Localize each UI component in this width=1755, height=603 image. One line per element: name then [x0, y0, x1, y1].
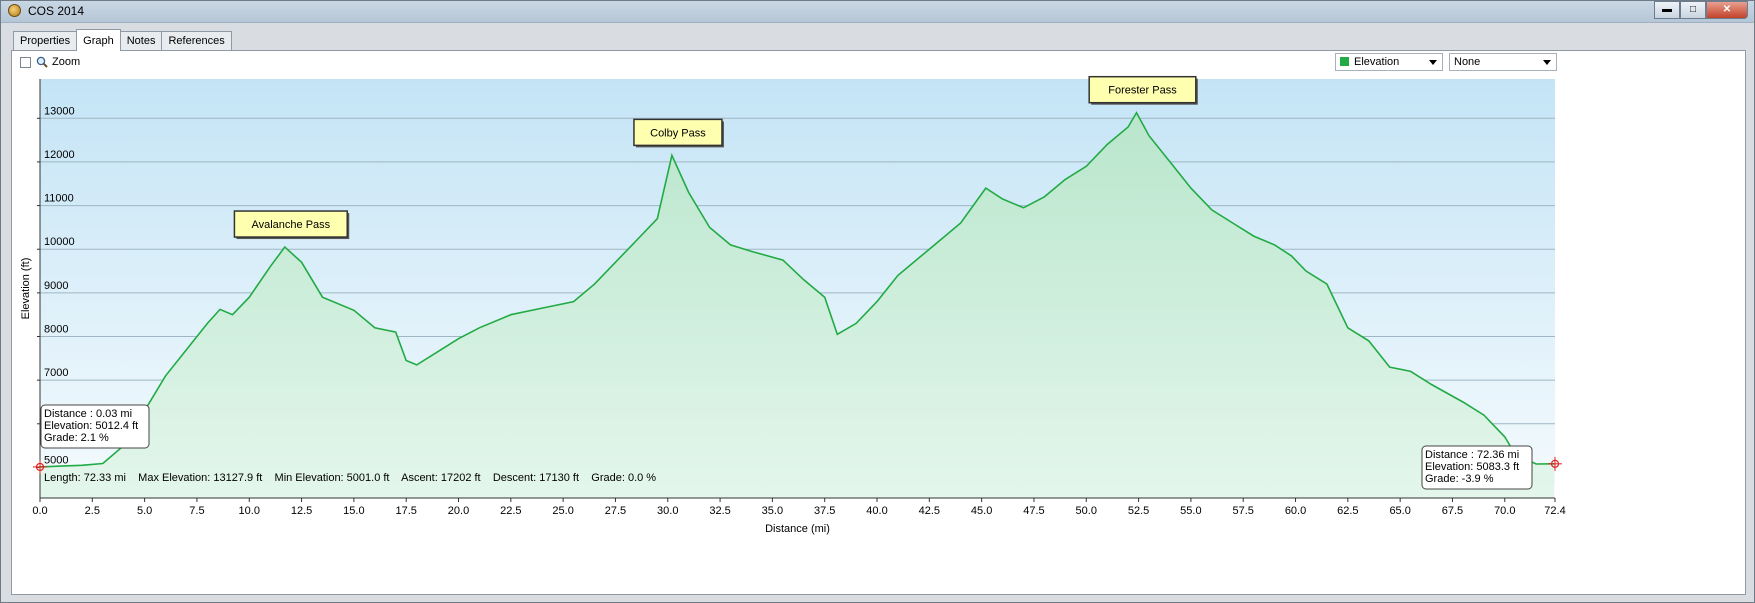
- x-tick-label: 57.5: [1233, 505, 1254, 517]
- y-tick-label: 10000: [44, 236, 75, 248]
- x-tick-label: 2.5: [85, 505, 100, 517]
- secondary-select-value: None: [1454, 56, 1481, 68]
- y-tick-label: 9000: [44, 280, 68, 292]
- zoom-checkbox[interactable]: [20, 56, 31, 68]
- cursor-readout-line: Distance : 0.03 mi: [44, 408, 132, 420]
- elevation-color-swatch: [1340, 57, 1349, 66]
- tab-properties[interactable]: Properties: [13, 31, 78, 51]
- cursor-readout-line: Grade: -3.9 %: [1425, 473, 1494, 485]
- zoom-control: Zoom: [20, 56, 80, 68]
- x-tick-label: 67.5: [1442, 505, 1463, 517]
- tab-graph[interactable]: Graph: [76, 29, 121, 51]
- x-tick-label: 12.5: [291, 505, 312, 517]
- maximize-button[interactable]: □: [1680, 1, 1706, 19]
- x-tick-label: 45.0: [971, 505, 992, 517]
- chevron-down-icon: [1429, 60, 1437, 65]
- tab-notes[interactable]: Notes: [119, 31, 163, 51]
- pass-callout: [1088, 75, 1197, 104]
- cursor-readout-line: Elevation: 5012.4 ft: [44, 420, 138, 432]
- x-tick-label: 65.0: [1389, 505, 1410, 517]
- pass-label: Colby Pass: [650, 127, 706, 139]
- x-tick-label: 62.5: [1337, 505, 1358, 517]
- series-select[interactable]: Elevation: [1335, 53, 1443, 71]
- secondary-series-select[interactable]: None: [1449, 53, 1557, 71]
- pass-label: Avalanche Pass: [251, 219, 330, 231]
- y-tick-label: 11000: [44, 193, 74, 205]
- y-tick-label: 8000: [44, 324, 68, 336]
- x-tick-label: 22.5: [500, 505, 521, 517]
- tab-references[interactable]: References: [161, 31, 232, 51]
- x-tick-label: 27.5: [605, 505, 626, 517]
- close-button[interactable]: ✕: [1706, 1, 1748, 19]
- cursor-readout-box: [40, 404, 150, 449]
- magnifier-icon: [36, 56, 48, 68]
- x-tick-label: 42.5: [919, 505, 940, 517]
- x-tick-label: 60.0: [1285, 505, 1306, 517]
- y-tick-label: 13000: [44, 105, 75, 117]
- x-tick-label: 32.5: [709, 505, 730, 517]
- pass-label: Forester Pass: [1108, 85, 1177, 97]
- window-title: COS 2014: [28, 4, 85, 18]
- series-select-value: Elevation: [1354, 56, 1400, 68]
- y-axis-label: Elevation (ft): [20, 258, 32, 320]
- graph-panel: Zoom Elevation None: [11, 50, 1746, 595]
- y-tick-label: 7000: [44, 367, 68, 379]
- x-tick-label: 52.5: [1128, 505, 1149, 517]
- x-tick-label: 0.0: [32, 505, 47, 517]
- x-tick-label: 20.0: [448, 505, 469, 517]
- x-tick-label: 72.4: [1544, 505, 1565, 517]
- x-tick-label: 15.0: [343, 505, 364, 517]
- x-tick-label: 10.0: [239, 505, 260, 517]
- x-tick-label: 50.0: [1076, 505, 1097, 517]
- x-tick-label: 30.0: [657, 505, 678, 517]
- zoom-label: Zoom: [52, 56, 81, 68]
- app-icon: [8, 4, 21, 17]
- stats-summary: Length: 72.33 mi Max Elevation: 13127.9 …: [44, 472, 656, 484]
- x-axis-label: Distance (mi): [765, 523, 830, 535]
- pass-callout: [233, 210, 348, 238]
- cursor-readout-line: Distance : 72.36 mi: [1425, 449, 1519, 461]
- cursor-readout-box: [1421, 445, 1533, 490]
- cursor-readout-line: Elevation: 5083.3 ft: [1425, 461, 1519, 473]
- chevron-down-icon: [1543, 60, 1551, 65]
- x-tick-label: 35.0: [762, 505, 783, 517]
- elevation-line: [39, 111, 1555, 468]
- x-tick-label: 17.5: [395, 505, 416, 517]
- y-tick-label: 12000: [44, 149, 75, 161]
- pass-callout: [633, 118, 723, 147]
- x-tick-label: 25.0: [552, 505, 573, 517]
- title-bar[interactable]: COS 2014 ▬ □ ✕: [1, 1, 1754, 23]
- tab-bar: Properties Graph Notes References: [13, 29, 232, 51]
- cursor-readout-line: Grade: 2.1 %: [44, 432, 109, 444]
- x-tick-label: 37.5: [814, 505, 835, 517]
- x-tick-label: 5.0: [137, 505, 152, 517]
- x-tick-label: 40.0: [866, 505, 887, 517]
- y-tick-label: 5000: [44, 454, 68, 466]
- x-tick-label: 7.5: [189, 505, 204, 517]
- elevation-chart[interactable]: 5000600070008000900010000110001200013000…: [12, 75, 1745, 569]
- elevation-area: [40, 112, 1555, 498]
- x-tick-label: 70.0: [1494, 505, 1515, 517]
- x-tick-label: 55.0: [1180, 505, 1201, 517]
- x-tick-label: 47.5: [1023, 505, 1044, 517]
- minimize-button[interactable]: ▬: [1654, 1, 1680, 19]
